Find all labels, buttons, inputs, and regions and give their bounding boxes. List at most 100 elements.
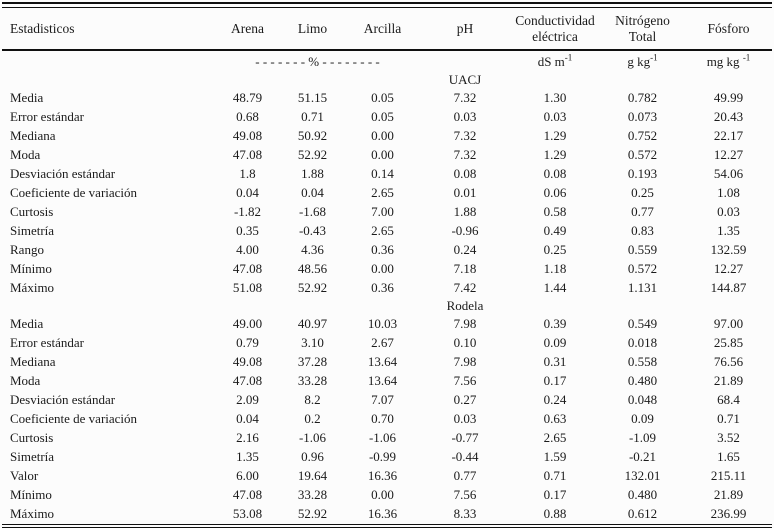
- row-label: Simetría: [10, 449, 55, 464]
- cell-value: 51.08: [232, 280, 263, 295]
- cell-value: 7.07: [371, 392, 394, 407]
- row-label: Media: [10, 316, 44, 331]
- cell-value: 1.18: [543, 261, 567, 276]
- cell-value: -0.77: [451, 430, 479, 445]
- cell-value: 8.2: [304, 392, 321, 407]
- cell-value: 47.08: [232, 147, 263, 162]
- cell-value: 0.00: [371, 128, 394, 143]
- cell-value: -0.96: [451, 223, 479, 238]
- n-units-exponent: -1: [650, 52, 658, 63]
- row-label: Coeficiente de variación: [10, 411, 138, 426]
- cell-value: 0.25: [631, 185, 654, 200]
- cell-value: 1.131: [627, 280, 658, 295]
- section-empty-cell: [685, 297, 772, 314]
- section-empty-cell: [2, 297, 215, 314]
- cell-value: 132.01: [624, 468, 661, 483]
- cell-value: 0.58: [543, 204, 567, 219]
- section-empty-cell: [600, 71, 685, 88]
- row-label: Mediana: [10, 128, 56, 143]
- cell-value: 21.89: [713, 487, 744, 502]
- cell-value: 0.03: [717, 204, 740, 219]
- cell-value: 3.10: [301, 335, 324, 350]
- cell-value: -1.06: [368, 430, 397, 445]
- cell-value: 8.33: [453, 506, 477, 521]
- cell-value: 10.03: [367, 316, 398, 331]
- section-row-rodela: Rodela: [2, 297, 772, 314]
- cell-value: 0.04: [301, 185, 324, 200]
- top-double-rule: [2, 2, 772, 8]
- cell-value: 0.68: [236, 109, 259, 124]
- cell-value: 0.77: [453, 468, 477, 483]
- cell-value: 0.01: [453, 185, 477, 200]
- cell-value: 12.27: [713, 147, 744, 162]
- table-row: Media 48.79 51.15 0.05 7.32 1.30 0.782 49.99: [2, 88, 772, 107]
- bottom-double-rule: [2, 524, 772, 528]
- cell-value: 0.03: [453, 411, 477, 426]
- cell-value: 0.70: [371, 411, 394, 426]
- cell-value: 0.05: [371, 90, 394, 105]
- cell-value: 12.27: [713, 261, 744, 276]
- n-units: g kg-1: [600, 50, 685, 71]
- p-units-exponent: -1: [742, 52, 751, 63]
- table-row: Curtosis 2.16 -1.06 -1.06 -0.77 2.65 -1.09 3.52: [2, 428, 772, 447]
- cell-value: 51.15: [297, 90, 328, 105]
- cell-value: 0.49: [543, 223, 567, 238]
- section-empty-cell: [510, 71, 600, 88]
- row-label: Moda: [10, 373, 41, 388]
- cell-value: 0.00: [371, 487, 394, 502]
- cell-value: -0.44: [451, 449, 479, 464]
- cell-value: 0.08: [543, 166, 567, 181]
- row-label: Simetría: [10, 223, 55, 238]
- ec-units-exponent: -1: [564, 52, 573, 63]
- cell-value: 0.193: [627, 166, 658, 181]
- n-units-base: g kg: [627, 53, 651, 69]
- cell-value: 0.549: [627, 316, 658, 331]
- cell-value: 1.30: [543, 90, 567, 105]
- col-header-ph: pH: [420, 9, 510, 51]
- cell-value: 52.92: [297, 147, 328, 162]
- cell-value: 0.24: [453, 242, 477, 257]
- table-row: Mediana 49.08 50.92 0.00 7.32 1.29 0.752 22.17: [2, 126, 772, 145]
- cell-value: 0.572: [627, 147, 658, 162]
- cell-value: 0.04: [236, 411, 259, 426]
- row-label: Mediana: [10, 354, 56, 369]
- cell-value: 13.64: [367, 354, 398, 369]
- section-empty-cell: [600, 297, 685, 314]
- cell-value: 6.00: [236, 468, 259, 483]
- cell-value: 49.99: [713, 90, 744, 105]
- cell-value: 33.28: [297, 487, 328, 502]
- cell-value: 52.92: [297, 506, 328, 521]
- cell-value: 144.87: [710, 280, 747, 295]
- table-row: Curtosis -1.82 -1.68 7.00 1.88 0.58 0.77 0.03: [2, 202, 772, 221]
- row-label: Media: [10, 90, 44, 105]
- cell-value: 0.88: [543, 506, 567, 521]
- cell-value: 0.612: [627, 506, 658, 521]
- row-label: Curtosis: [10, 430, 54, 445]
- row-label: Moda: [10, 147, 41, 162]
- cell-value: -1.68: [298, 204, 327, 219]
- cell-value: 0.36: [371, 280, 394, 295]
- cell-value: 0.83: [631, 223, 654, 238]
- cell-value: 16.36: [367, 506, 398, 521]
- section-empty-cell: [685, 71, 772, 88]
- cell-value: 7.42: [453, 280, 477, 295]
- cell-value: 22.17: [713, 128, 744, 143]
- cell-value: 16.36: [367, 468, 398, 483]
- cell-value: 1.35: [236, 449, 259, 464]
- col-header-arcilla: Arcilla: [345, 9, 420, 51]
- cell-value: 236.99: [710, 506, 747, 521]
- table-row: Moda 47.08 52.92 0.00 7.32 1.29 0.572 12.27: [2, 145, 772, 164]
- section-empty-cell: [345, 71, 420, 88]
- table-row: Máximo 51.08 52.92 0.36 7.42 1.44 1.131 144.87: [2, 278, 772, 297]
- cell-value: -0.43: [298, 223, 327, 238]
- section-empty-cell: [215, 71, 280, 88]
- header-row: Estadisticos Arena Limo Arcilla pH Condu…: [2, 9, 772, 51]
- cell-value: 7.98: [453, 354, 477, 369]
- section-empty-cell: [345, 297, 420, 314]
- cell-value: 0.17: [543, 487, 567, 502]
- cell-value: 1.29: [543, 128, 567, 143]
- statistics-table: Estadisticos Arena Limo Arcilla pH Condu…: [2, 9, 772, 523]
- ec-units: dS m-1: [510, 50, 600, 71]
- cell-value: 0.24: [543, 392, 567, 407]
- cell-value: 0.63: [543, 411, 567, 426]
